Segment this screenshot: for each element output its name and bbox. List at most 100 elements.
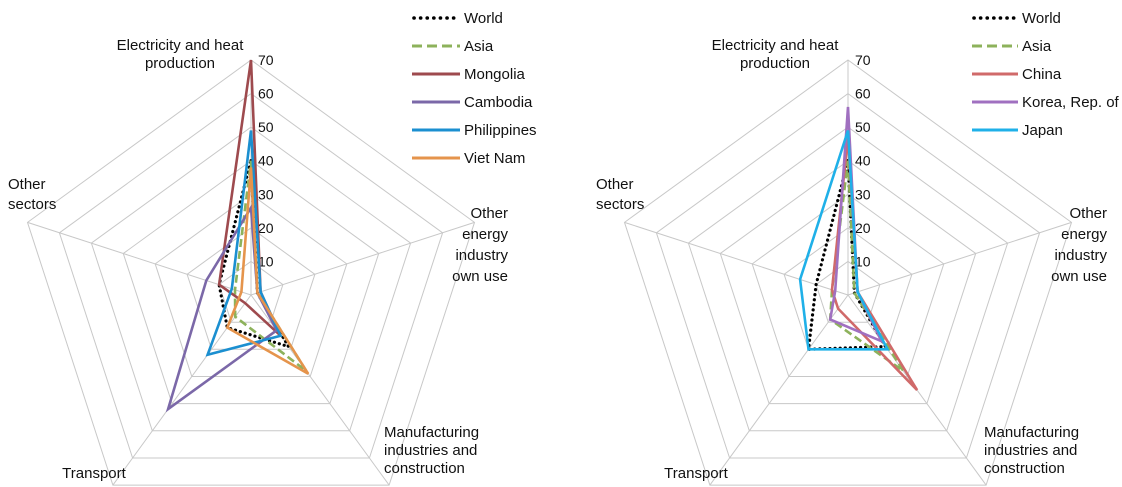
tick-label: 50 bbox=[855, 119, 871, 135]
axis-label-other-energy-industry-own-use: Other energy industry own use bbox=[1051, 205, 1107, 285]
tick-label: 70 bbox=[855, 52, 871, 68]
grid-ring bbox=[58, 92, 444, 459]
legend-item-world: World bbox=[972, 10, 1061, 27]
tick-label: 30 bbox=[258, 186, 274, 202]
legend-label: China bbox=[1022, 66, 1062, 83]
axis-spoke bbox=[709, 294, 849, 486]
axis-label-line: industries and bbox=[984, 442, 1077, 459]
axis-label-line: industry bbox=[1054, 247, 1107, 264]
tick-label: 10 bbox=[855, 253, 871, 269]
axis-label-line: construction bbox=[384, 460, 465, 477]
legend-label: Korea, Rep. of bbox=[1022, 94, 1120, 111]
tick-label: 70 bbox=[258, 52, 274, 68]
axis-label-line: Transport bbox=[664, 465, 728, 482]
axis-label-other-sectors: Other sectors bbox=[596, 176, 644, 213]
series-line-world bbox=[806, 160, 889, 351]
legend-item-asia: Asia bbox=[972, 38, 1052, 55]
tick-label: 20 bbox=[258, 220, 274, 236]
axis-label-line: energy bbox=[462, 226, 508, 243]
axis-label-other-sectors: Other sectors bbox=[8, 176, 56, 213]
legend-item-korea-rep-of: Korea, Rep. of bbox=[972, 94, 1120, 111]
legend-label: Asia bbox=[464, 38, 494, 55]
axis-label-line: production bbox=[740, 55, 810, 72]
axis-label-electricity-and-heat-production: Electricity and heat production bbox=[712, 37, 840, 72]
tick-labels: 10 20 30 40 50 60 70 bbox=[855, 52, 871, 269]
axis-labels: Electricity and heat production Other energ… bbox=[596, 37, 1107, 482]
axis-label-line: sectors bbox=[596, 196, 644, 213]
axis-label-line: sectors bbox=[8, 196, 56, 213]
axis-label-line: production bbox=[145, 55, 215, 72]
tick-label: 50 bbox=[258, 119, 274, 135]
tick-label: 40 bbox=[855, 153, 871, 169]
grid-ring bbox=[751, 193, 945, 377]
axis-label-line: own use bbox=[452, 268, 508, 285]
series-line-japan bbox=[798, 130, 890, 351]
series-lines bbox=[165, 59, 310, 413]
legend-label: Mongolia bbox=[464, 66, 526, 83]
axis-label-line: Other bbox=[1069, 205, 1107, 222]
legend-item-world: World bbox=[412, 10, 503, 27]
legend-label: Viet Nam bbox=[464, 150, 525, 167]
tick-label: 30 bbox=[855, 186, 871, 202]
tick-label: 60 bbox=[855, 86, 871, 102]
tick-label: 10 bbox=[258, 253, 274, 269]
grid-ring bbox=[154, 193, 348, 377]
tick-labels: 10 20 30 40 50 60 70 bbox=[258, 52, 274, 269]
radar-grid bbox=[623, 59, 1073, 486]
axis-label-line: Manufacturing bbox=[384, 424, 479, 441]
axis-label-line: construction bbox=[984, 460, 1065, 477]
axis-label-line: Electricity and heat bbox=[117, 37, 245, 54]
axis-spoke bbox=[250, 294, 390, 486]
legend-label: Japan bbox=[1022, 122, 1063, 139]
radar-grid bbox=[26, 59, 476, 486]
legend-item-asia: Asia bbox=[412, 38, 494, 55]
tick-label: 60 bbox=[258, 86, 274, 102]
axis-label-manufacturing-industries-and-construction: Manufacturing industries and construction bbox=[384, 424, 479, 477]
grid-ring bbox=[815, 260, 881, 323]
axis-spoke bbox=[27, 221, 252, 296]
axis-label-line: Other bbox=[470, 205, 508, 222]
axis-label-line: Manufacturing bbox=[984, 424, 1079, 441]
grid-ring bbox=[218, 260, 284, 323]
axis-label-line: industries and bbox=[384, 442, 477, 459]
legend: World Asia Mongolia Cambodia Philippines Viet… bbox=[412, 10, 537, 167]
legend-item-cambodia: Cambodia bbox=[412, 94, 533, 111]
axis-label-transport: Transport bbox=[664, 465, 728, 482]
axis-label-line: Electricity and heat bbox=[712, 37, 840, 54]
series-lines bbox=[798, 106, 919, 392]
grid-ring bbox=[122, 160, 380, 405]
axis-label-electricity-and-heat-production: Electricity and heat production bbox=[117, 37, 245, 72]
legend-label: Philippines bbox=[464, 122, 537, 139]
axis-label-line: energy bbox=[1061, 226, 1107, 243]
legend-item-china: China bbox=[972, 66, 1062, 83]
axis-label-line: Transport bbox=[62, 465, 126, 482]
grid-ring bbox=[26, 59, 476, 486]
legend-label: World bbox=[1022, 10, 1061, 27]
series-line-viet-nam bbox=[225, 167, 310, 375]
legend-item-philippines: Philippines bbox=[412, 122, 537, 139]
legend-label: World bbox=[464, 10, 503, 27]
series-line-philippines bbox=[205, 130, 283, 357]
axis-label-line: Other bbox=[596, 176, 634, 193]
legend: World Asia China Korea, Rep. of Japan bbox=[972, 10, 1120, 139]
axis-label-other-energy-industry-own-use: Other energy industry own use bbox=[452, 205, 508, 285]
axis-spoke bbox=[624, 221, 849, 296]
axis-label-manufacturing-industries-and-construction: Manufacturing industries and construction bbox=[984, 424, 1079, 477]
legend-label: Asia bbox=[1022, 38, 1052, 55]
legend-item-mongolia: Mongolia bbox=[412, 66, 526, 83]
axis-spoke bbox=[847, 221, 1072, 296]
axis-label-line: industry bbox=[455, 247, 508, 264]
axis-labels: Electricity and heat production Other energ… bbox=[8, 37, 508, 482]
grid-ring bbox=[655, 92, 1041, 459]
tick-label: 40 bbox=[258, 153, 274, 169]
axis-spoke bbox=[250, 221, 475, 296]
axis-label-line: own use bbox=[1051, 268, 1107, 285]
grid-ring bbox=[719, 160, 977, 405]
legend-item-viet-nam: Viet Nam bbox=[412, 150, 525, 167]
legend-label: Cambodia bbox=[464, 94, 533, 111]
legend-item-japan: Japan bbox=[972, 122, 1063, 139]
grid-ring bbox=[90, 126, 412, 432]
axis-label-transport: Transport bbox=[62, 465, 126, 482]
